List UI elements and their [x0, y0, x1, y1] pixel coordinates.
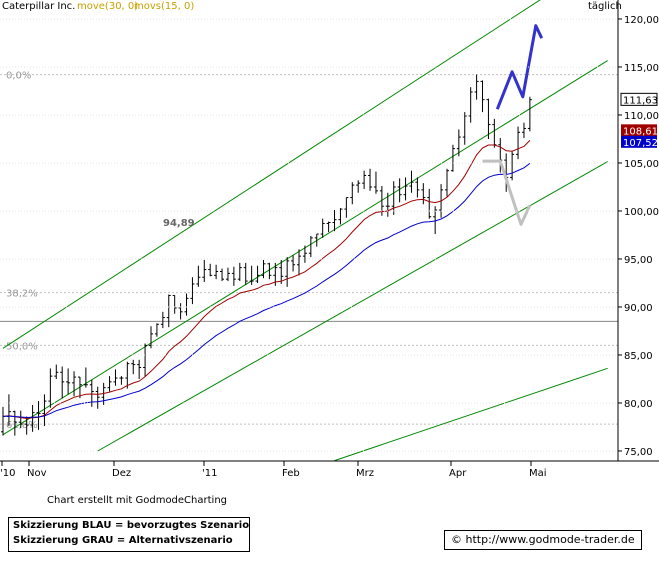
- chart-credit: Chart erstellt mit GodmodeCharting: [47, 495, 227, 506]
- scenario-gray-path: [482, 159, 532, 226]
- fib-level-label: 50,0%: [6, 341, 38, 352]
- x-tick-label: '11: [202, 468, 217, 479]
- moving-average-red: [2, 140, 531, 420]
- fib-level-label: 61,8%: [6, 420, 38, 431]
- price-label-text: 108,61: [623, 126, 658, 137]
- fibonacci-levels: 0,0% 38,2% 50,0% 61,8%: [0, 71, 618, 431]
- legend-grau: Skizzierung GRAU = Alternativszenario: [13, 535, 233, 546]
- indicator-move-label: move(30, 0): [77, 1, 138, 12]
- source-link[interactable]: © http://www.godmode-trader.de: [451, 533, 635, 546]
- legend-blau: Skizzierung BLAU = bevorzugtes Szenario: [13, 520, 250, 531]
- trend-channel-line: [97, 161, 608, 452]
- y-tick-label: 75,00: [624, 447, 653, 458]
- price-label-text: 107,52: [623, 138, 658, 149]
- chart-title: Caterpillar Inc.: [2, 1, 75, 12]
- y-tick-label: 80,00: [624, 399, 653, 410]
- scenario-legend: Skizzierung BLAU = bevorzugtes Szenario …: [8, 517, 250, 552]
- price-label-box: [620, 92, 658, 106]
- period-label: täglich: [588, 1, 622, 12]
- price-label-box: [621, 124, 657, 137]
- ohlc-bars: [1, 74, 532, 436]
- x-tick-label: Apr: [449, 468, 467, 479]
- moving-averages: [2, 140, 531, 420]
- y-tick-label: 115,00: [624, 63, 659, 74]
- y-tick-label: 110,00: [624, 111, 659, 122]
- high-annotation: 94,89: [163, 218, 195, 229]
- fib-level-label: 0,0%: [6, 71, 31, 82]
- x-tick-label: Mrz: [356, 468, 374, 479]
- x-tick-label: Nov: [27, 468, 47, 479]
- source-box[interactable]: © http://www.godmode-trader.de: [444, 530, 642, 550]
- indicator-movs-label: movs(15, 0): [134, 1, 194, 12]
- y-tick-label: 100,00: [624, 207, 659, 218]
- x-tick-label: Dez: [112, 468, 131, 479]
- x-tick-label: Mai: [529, 468, 547, 479]
- price-label-box: [621, 135, 657, 148]
- y-axis: 75,00 80,00 85,00 90,00 95,00 100,00 105,00 110…: [0, 15, 659, 458]
- moving-average-blue: [2, 162, 531, 419]
- trend-channel-line: [334, 367, 608, 462]
- trend-channel-line: [2, 0, 541, 349]
- y-tick-label: 95,00: [624, 255, 653, 266]
- y-tick-label: 85,00: [624, 351, 653, 362]
- y-tick-label: 90,00: [624, 303, 653, 314]
- price-label-text: 111,63: [623, 95, 658, 106]
- y-tick-label: 120,00: [624, 15, 659, 26]
- x-axis: '10 Nov Dez '11 Feb Mrz Apr Mai: [0, 461, 547, 479]
- source-url[interactable]: http://www.godmode-trader.de: [465, 533, 635, 546]
- copyright-icon: ©: [451, 533, 462, 546]
- fib-level-label: 38,2%: [6, 289, 38, 300]
- x-tick-label: '10: [0, 468, 15, 479]
- scenario-sketches: [482, 24, 544, 226]
- scenario-blue-path: [495, 24, 544, 110]
- x-tick-label: Feb: [282, 468, 300, 479]
- y-tick-label: 105,00: [624, 159, 659, 170]
